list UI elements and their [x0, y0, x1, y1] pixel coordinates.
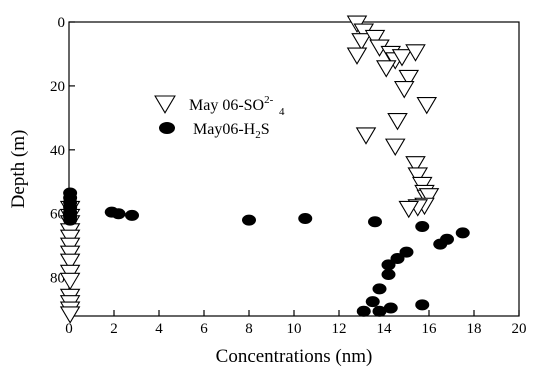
h2s-point: [415, 221, 430, 233]
sulfate-point: [59, 306, 81, 324]
sulfate-point: [59, 272, 81, 291]
legend-label-h2s-subscript: 2: [255, 129, 261, 141]
sulfate-point: [391, 49, 413, 67]
h2s-point: [125, 209, 139, 221]
plot-area-border: [68, 21, 520, 317]
plot-frame: [68, 21, 520, 317]
y-axis-title: Depth (m): [8, 130, 29, 209]
sulfate-point: [416, 97, 438, 115]
sulfate-point: [364, 29, 386, 48]
x-tick-label: 18: [467, 321, 482, 337]
svg-text:May 06-SO2-: May 06-SO2-: [189, 94, 274, 114]
x-axis: 0 2 4 6 8 10 12 14 16 18 20: [65, 310, 527, 337]
legend-marker-filled-circle: [159, 122, 175, 134]
h2s-point: [368, 216, 382, 228]
legend-item-sulfate: May 06-SO2- 4: [154, 94, 285, 118]
sulfate-point: [346, 47, 368, 65]
legend-label-sulfate-charge: 2-: [264, 94, 274, 106]
y-tick-label: 40: [50, 143, 65, 159]
x-axis-title: Concentrations (nm): [216, 346, 373, 367]
sulfate-point: [418, 188, 440, 206]
legend: May 06-SO2- 4 May06-H2S: [154, 94, 285, 141]
legend-item-hydrogen-sulfide: May06-H2S: [159, 121, 270, 141]
legend-label-sulfate-subscript: 4: [279, 106, 285, 118]
h2s-point: [433, 238, 448, 250]
sulfate-point: [355, 127, 377, 145]
h2s-point: [383, 302, 398, 314]
h2s-point: [242, 214, 256, 226]
h2s-point: [372, 305, 387, 317]
h2s-point: [63, 214, 78, 226]
sulfate-point: [387, 113, 408, 131]
x-tick-label: 20: [512, 321, 527, 337]
h2s-point: [372, 283, 387, 295]
y-tick-label: 0: [58, 15, 66, 31]
h2s-point: [455, 227, 470, 239]
sulfate-point: [393, 81, 415, 99]
sulfate-point: [398, 200, 420, 219]
legend-marker-open-triangle: [154, 95, 176, 114]
sulfate-point: [375, 60, 397, 78]
h2s-point: [298, 213, 313, 225]
sulfate-point: [384, 138, 406, 156]
h2s-point: [381, 259, 396, 271]
sulfate-point: [405, 156, 426, 174]
legend-label-hydrogen-sulfide: May06-H: [193, 121, 256, 138]
sulfate-point: [405, 44, 426, 62]
x-tick-label: 8: [245, 321, 253, 337]
data-points: [59, 15, 470, 324]
x-tick-label: 10: [287, 321, 302, 337]
x-tick-label: 4: [155, 321, 163, 337]
legend-label-h2s-suffix: S: [261, 121, 270, 138]
h2s-point: [415, 299, 430, 311]
h2s-point: [399, 246, 414, 258]
x-tick-label: 12: [332, 321, 347, 337]
svg-text:May06-H2S: May06-H2S: [193, 121, 270, 141]
h2s-point: [365, 296, 380, 308]
sulfate-point: [59, 253, 81, 272]
h2s-point: [111, 208, 126, 220]
h2s-point: [390, 252, 405, 264]
x-tick-label: 14: [377, 321, 393, 337]
sulfate-point: [407, 167, 429, 185]
x-tick-label: 16: [422, 321, 438, 337]
sulfate-point: [398, 69, 420, 88]
x-tick-label: 0: [65, 321, 73, 337]
legend-label-sulfate: May 06-SO: [189, 97, 264, 114]
sulfate-point: [351, 33, 372, 51]
y-tick-label: 20: [50, 79, 65, 95]
h2s-point: [356, 305, 371, 317]
x-tick-label: 6: [200, 321, 208, 337]
h2s-point: [381, 268, 396, 280]
x-tick-label: 2: [110, 321, 118, 337]
